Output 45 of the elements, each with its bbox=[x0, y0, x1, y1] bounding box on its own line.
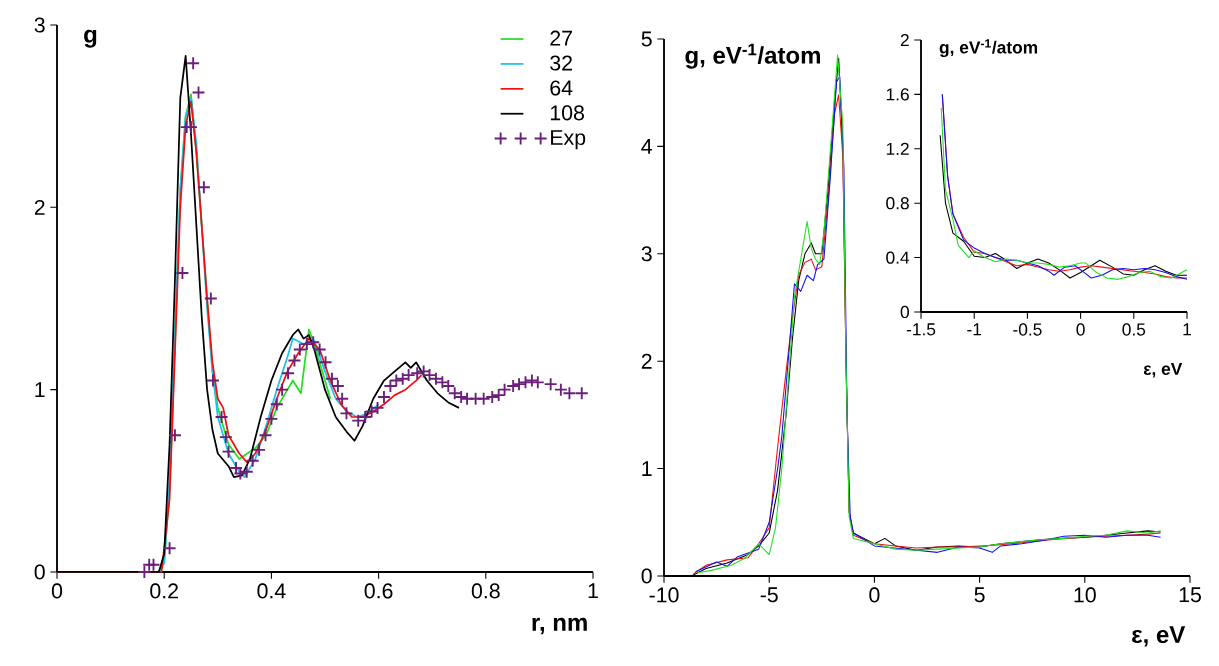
y-tick-label: 2 bbox=[641, 353, 652, 369]
x-tick-label: 0.5 bbox=[1122, 323, 1146, 336]
x-axis-title: ε, eV bbox=[1143, 362, 1183, 378]
y-tick-label: 0.8 bbox=[886, 197, 909, 210]
legend-label: Exp bbox=[551, 130, 586, 150]
x-tick-label: 0.6 bbox=[364, 583, 393, 599]
x-tick-label: -0.5 bbox=[1013, 323, 1042, 336]
x-tick-label: 0.2 bbox=[150, 583, 178, 599]
y-tick-label: 1.2 bbox=[886, 142, 909, 155]
x-axis-title: r, nm bbox=[532, 617, 587, 635]
y-axis-title: g bbox=[84, 29, 97, 48]
x-tick-label: 1 bbox=[1183, 323, 1191, 336]
x-tick-label: -5 bbox=[760, 587, 778, 603]
y-tick-label: 1 bbox=[642, 461, 652, 476]
legend-label: 108 bbox=[550, 105, 584, 121]
x-tick-label: 1 bbox=[588, 583, 598, 599]
y-tick-label: 0.4 bbox=[886, 251, 910, 264]
y-tick-label: 0 bbox=[34, 564, 45, 580]
y-tick-label: 5 bbox=[641, 31, 652, 47]
x-tick-label: 0.8 bbox=[471, 583, 500, 599]
x-tick-label: 5 bbox=[974, 587, 985, 603]
y-tick-label: 1 bbox=[35, 382, 45, 397]
x-tick-label: 0.4 bbox=[257, 583, 286, 599]
x-tick-label: -1 bbox=[967, 323, 982, 336]
y-axis-title: g, eV$^{-1}$/atom bbox=[939, 39, 1038, 58]
y-tick-label: 3 bbox=[641, 246, 652, 262]
x-tick-label: 0 bbox=[51, 583, 63, 599]
y-tick-label: 3 bbox=[34, 17, 45, 33]
x-tick-label: 0 bbox=[1076, 323, 1085, 336]
y-tick-label: 1.6 bbox=[886, 88, 909, 101]
legend-label: 32 bbox=[550, 55, 572, 71]
y-tick-label: 0 bbox=[641, 568, 652, 584]
x-tick-label: 10 bbox=[1074, 587, 1096, 603]
legend-label: 64 bbox=[550, 80, 573, 96]
y-tick-label: 4 bbox=[641, 139, 652, 154]
x-axis-title: ε, eV bbox=[1132, 626, 1186, 647]
y-tick-label: 2 bbox=[34, 199, 45, 215]
x-tick-label: 15 bbox=[1179, 587, 1201, 603]
x-tick-label: 0 bbox=[869, 587, 880, 603]
y-tick-label: 2 bbox=[900, 33, 909, 47]
x-tick-label: -1.5 bbox=[906, 323, 936, 336]
y-tick-label: 0 bbox=[900, 305, 909, 319]
y-axis-title: g, eV$^{-1}$/atom bbox=[685, 43, 820, 69]
legend-label: 27 bbox=[550, 30, 572, 46]
x-tick-label: -10 bbox=[649, 587, 679, 603]
